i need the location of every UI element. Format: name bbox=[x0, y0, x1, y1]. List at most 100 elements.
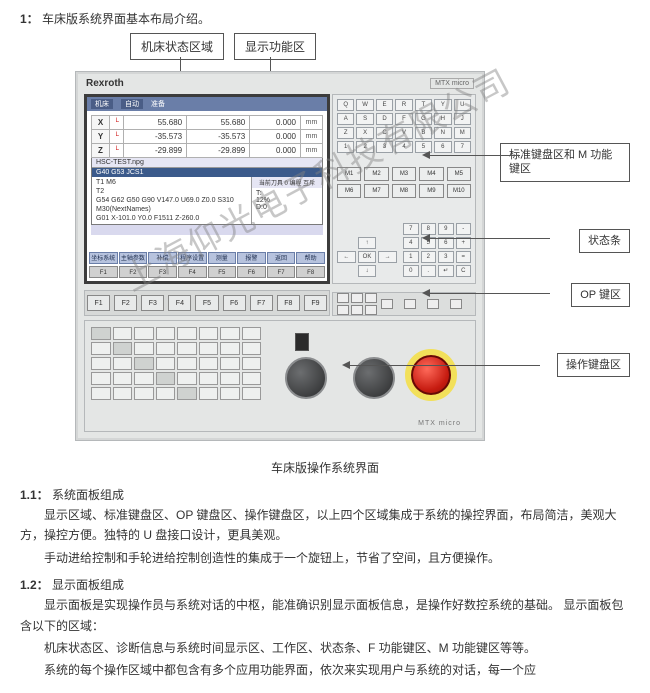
alpha-key[interactable]: M bbox=[454, 127, 471, 139]
num-key[interactable]: 1 bbox=[403, 251, 419, 263]
op-button[interactable] bbox=[337, 293, 349, 303]
num-key[interactable]: C bbox=[456, 265, 472, 277]
softkey-f[interactable]: F1 bbox=[89, 266, 118, 278]
softkey[interactable]: 补偿 bbox=[148, 252, 177, 264]
emergency-stop-button[interactable] bbox=[405, 349, 457, 401]
alpha-key[interactable]: V bbox=[395, 127, 412, 139]
num-key[interactable]: 7 bbox=[403, 223, 419, 235]
m-function-key[interactable]: M10 bbox=[447, 184, 471, 198]
f-key[interactable]: F5 bbox=[195, 295, 218, 311]
f-key[interactable]: F2 bbox=[114, 295, 137, 311]
softkey[interactable]: 坐标系统 bbox=[89, 252, 118, 264]
alpha-key[interactable]: T bbox=[415, 99, 432, 111]
arrow-key[interactable]: → bbox=[378, 251, 397, 263]
alpha-key[interactable]: X bbox=[356, 127, 373, 139]
operator-key[interactable] bbox=[199, 387, 219, 400]
f-key[interactable]: F9 bbox=[304, 295, 327, 311]
op-button[interactable] bbox=[351, 293, 363, 303]
operator-key[interactable] bbox=[220, 387, 240, 400]
arrow-key[interactable]: ↓ bbox=[358, 265, 377, 277]
num-key[interactable]: 2 bbox=[421, 251, 437, 263]
f-key[interactable]: F1 bbox=[87, 295, 110, 311]
operator-key[interactable] bbox=[113, 357, 133, 370]
m-function-key[interactable]: M8 bbox=[392, 184, 416, 198]
alpha-key[interactable]: R bbox=[395, 99, 412, 111]
operator-key[interactable] bbox=[242, 342, 262, 355]
arrow-key[interactable]: OK bbox=[358, 251, 377, 263]
softkey[interactable]: 测量 bbox=[208, 252, 237, 264]
alpha-key[interactable]: 1 bbox=[337, 141, 354, 153]
alpha-key[interactable]: A bbox=[337, 113, 354, 125]
m-function-key[interactable]: M5 bbox=[447, 167, 471, 181]
operator-key[interactable] bbox=[242, 327, 262, 340]
softkey-f[interactable]: F4 bbox=[178, 266, 207, 278]
alpha-key[interactable]: 7 bbox=[454, 141, 471, 153]
operator-key[interactable] bbox=[134, 327, 154, 340]
m-function-key[interactable]: M2 bbox=[364, 167, 388, 181]
operator-key[interactable] bbox=[156, 327, 176, 340]
alpha-key[interactable]: H bbox=[434, 113, 451, 125]
arrow-key[interactable]: ← bbox=[337, 251, 356, 263]
feed-override-knob[interactable] bbox=[285, 357, 327, 399]
softkey-f[interactable]: F2 bbox=[119, 266, 148, 278]
op-button[interactable] bbox=[427, 299, 439, 309]
op-button[interactable] bbox=[381, 299, 393, 309]
alpha-key[interactable]: 3 bbox=[376, 141, 393, 153]
num-key[interactable]: ↵ bbox=[438, 265, 454, 277]
operator-key[interactable] bbox=[242, 357, 262, 370]
m-function-key[interactable]: M4 bbox=[419, 167, 443, 181]
f-key[interactable]: F8 bbox=[277, 295, 300, 311]
alpha-key[interactable]: J bbox=[454, 113, 471, 125]
op-button[interactable] bbox=[351, 305, 363, 315]
num-key[interactable]: = bbox=[456, 251, 472, 263]
operator-key[interactable] bbox=[156, 357, 176, 370]
operator-key[interactable] bbox=[199, 357, 219, 370]
softkey[interactable]: 返回 bbox=[267, 252, 296, 264]
softkey-f[interactable]: F7 bbox=[267, 266, 296, 278]
num-key[interactable]: 0 bbox=[403, 265, 419, 277]
op-button[interactable] bbox=[404, 299, 416, 309]
m-function-key[interactable]: M3 bbox=[392, 167, 416, 181]
alpha-key[interactable]: 6 bbox=[434, 141, 451, 153]
alpha-key[interactable]: 2 bbox=[356, 141, 373, 153]
operator-key[interactable] bbox=[113, 342, 133, 355]
alpha-key[interactable]: E bbox=[376, 99, 393, 111]
alpha-key[interactable]: 4 bbox=[395, 141, 412, 153]
operator-key[interactable] bbox=[220, 357, 240, 370]
operator-key[interactable] bbox=[134, 342, 154, 355]
operator-key[interactable] bbox=[134, 357, 154, 370]
alpha-key[interactable]: G bbox=[415, 113, 432, 125]
alpha-key[interactable]: Y bbox=[434, 99, 451, 111]
softkey-f[interactable]: F5 bbox=[208, 266, 237, 278]
softkey[interactable]: 程序设置 bbox=[178, 252, 207, 264]
alpha-key[interactable]: Q bbox=[337, 99, 354, 111]
alpha-key[interactable]: C bbox=[376, 127, 393, 139]
num-key[interactable]: 3 bbox=[438, 251, 454, 263]
alpha-key[interactable]: S bbox=[356, 113, 373, 125]
alpha-key[interactable]: D bbox=[376, 113, 393, 125]
softkey[interactable]: 帮助 bbox=[296, 252, 325, 264]
softkey[interactable]: 主轴参数 bbox=[119, 252, 148, 264]
operator-key[interactable] bbox=[220, 372, 240, 385]
operator-key[interactable] bbox=[113, 372, 133, 385]
operator-key[interactable] bbox=[156, 387, 176, 400]
operator-key[interactable] bbox=[134, 387, 154, 400]
operator-key[interactable] bbox=[199, 342, 219, 355]
softkey-f[interactable]: F6 bbox=[237, 266, 266, 278]
op-button[interactable] bbox=[450, 299, 462, 309]
m-function-key[interactable]: M9 bbox=[419, 184, 443, 198]
operator-key[interactable] bbox=[177, 387, 197, 400]
op-button[interactable] bbox=[365, 293, 377, 303]
alpha-key[interactable]: B bbox=[415, 127, 432, 139]
operator-key[interactable] bbox=[177, 372, 197, 385]
num-key[interactable]: 4 bbox=[403, 237, 419, 249]
operator-key[interactable] bbox=[113, 387, 133, 400]
operator-key[interactable] bbox=[242, 372, 262, 385]
operator-key[interactable] bbox=[199, 372, 219, 385]
operator-key[interactable] bbox=[156, 342, 176, 355]
softkey-f[interactable]: F8 bbox=[296, 266, 325, 278]
f-key[interactable]: F7 bbox=[250, 295, 273, 311]
arrow-key[interactable]: ↑ bbox=[358, 237, 377, 249]
op-button[interactable] bbox=[337, 305, 349, 315]
operator-key[interactable] bbox=[91, 327, 111, 340]
